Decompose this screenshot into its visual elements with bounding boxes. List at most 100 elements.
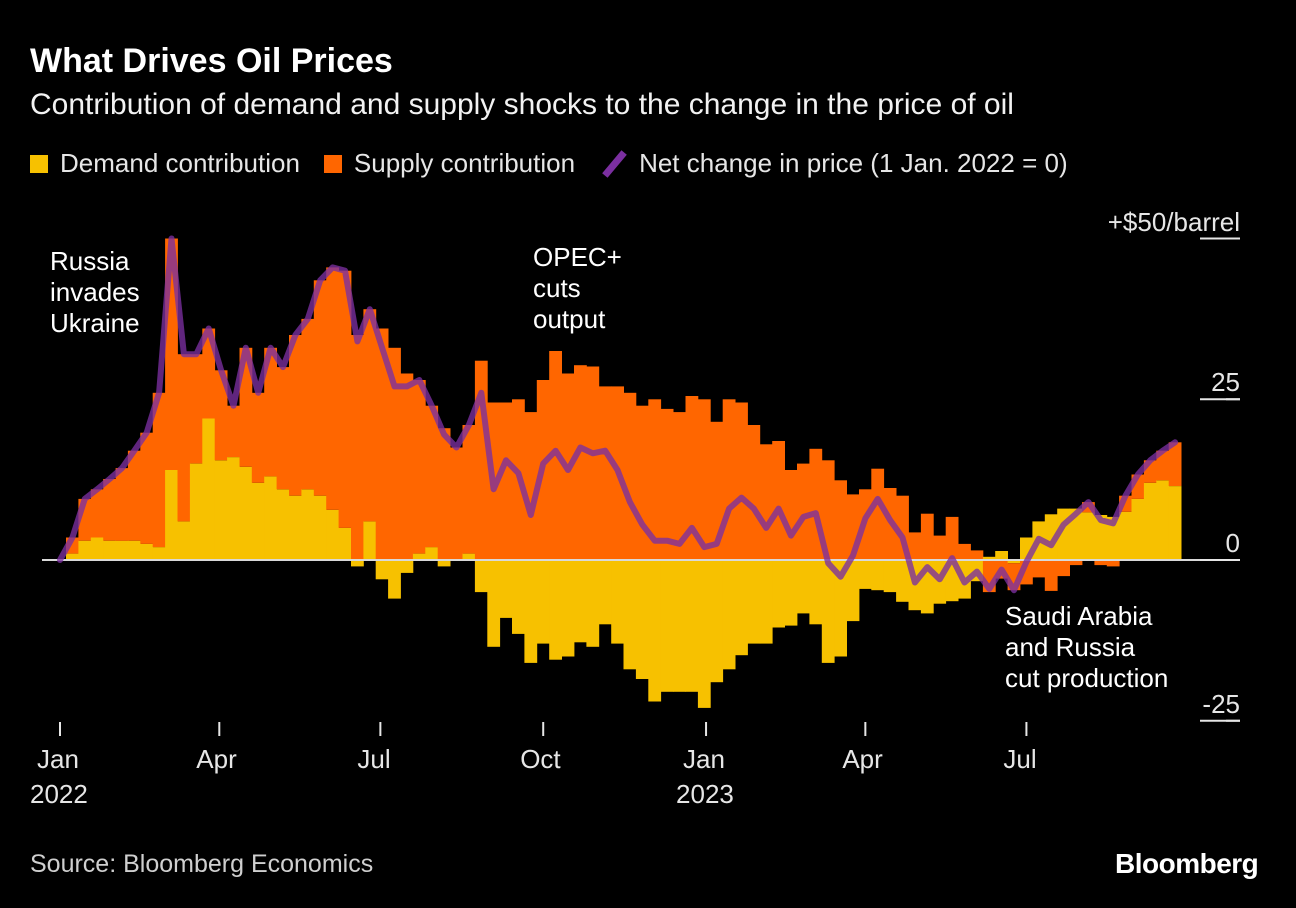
demand-bar [363,521,377,560]
x-tick-label: Jan [683,744,725,774]
supply-bar [1106,560,1120,567]
demand-bar [462,553,476,560]
demand-bar [834,560,847,657]
demand-bar [784,560,798,626]
demand-bar [78,540,92,560]
annotation: OPEC+ cuts output [533,242,622,334]
demand-bar [772,560,785,628]
net-price-line [57,235,1179,594]
supply-bar [1069,560,1083,566]
demand-bar [1143,482,1157,560]
supply-bar [140,432,154,544]
y-tick-label: 25 [1211,367,1240,398]
demand-bar [251,482,265,560]
supply-bar [425,405,439,548]
demand-bar [177,521,191,560]
demand-bar [1069,508,1083,560]
supply-bar [115,468,129,541]
supply-bar [821,460,835,560]
supply-bar [400,373,414,560]
supply-bar [276,367,290,490]
demand-bar [623,560,637,670]
demand-bar [896,560,909,602]
supply-bar [90,489,104,538]
demand-bar [660,560,674,692]
demand-bar [326,509,339,560]
demand-bar [524,560,538,663]
demand-bar [127,540,141,560]
x-tick-label: Jul [1003,744,1037,774]
demand-bar [351,560,364,567]
supply-bar [623,392,637,560]
demand-bar [846,560,860,622]
demand-bar [747,560,761,644]
demand-bar [313,495,327,560]
supply-bar [920,513,934,560]
demand-bar [66,553,79,560]
supply-bar [958,543,971,560]
supply-bar [635,405,649,560]
supply-bar [1094,560,1108,566]
x-tick-year: 2022 [30,779,88,809]
legend-item-supply: Supply contribution [323,148,575,179]
demand-bar [1094,515,1108,560]
demand-bar [821,560,835,663]
supply-bar [189,354,203,464]
supply-bar [326,267,339,510]
supply-bar [722,399,736,561]
supply-bar [388,347,401,560]
demand-bar [697,560,711,708]
demand-bar [611,560,624,644]
supply-bar [735,402,748,560]
supply-bar [462,425,476,554]
supply-bar [227,405,240,458]
supply-bar [1032,560,1046,578]
supply-bar [264,347,277,477]
supply-bar [177,354,191,522]
demand-bar [735,560,748,656]
supply-bar [363,309,377,522]
demand-bar [412,553,426,560]
demand-bar [1168,486,1182,560]
demand-bar [995,551,1008,560]
chart-subtitle: Contribution of demand and supply shocks… [30,88,1014,121]
demand-bar [982,556,996,560]
demand-bar [264,476,277,560]
supply-bar [834,480,847,560]
demand-bar [400,560,414,573]
supply-bar [574,365,587,560]
legend-item-net: Net change in price (1 Jan. 2022 = 0) [599,148,1068,179]
supply-bar [351,335,364,560]
supply-bar [301,318,315,490]
demand-bar [276,489,290,560]
demand-swatch-icon [30,154,48,173]
demand-bar [115,540,129,560]
demand-bar [536,560,550,644]
supply-bar [1168,442,1182,486]
supply-bar [673,412,686,560]
legend-label-demand: Demand contribution [60,148,300,178]
demand-bar [437,560,451,567]
y-tick-label: 0 [1225,528,1240,558]
supply-bar [437,428,451,560]
annotation: Saudi Arabia and Russia cut production [1005,601,1169,693]
demand-bar [1119,511,1132,560]
demand-bar [90,537,104,560]
legend: Demand contribution Supply contribution … [30,148,1092,179]
supply-bar [697,399,711,561]
x-tick-label: Apr [842,744,883,774]
demand-bar [289,495,302,560]
supply-bar [908,532,922,560]
demand-bar [375,560,389,580]
supply-bar [933,535,947,560]
supply-bar [772,441,785,560]
source-note: Source: Bloomberg Economics [30,850,374,878]
supply-bar [1156,450,1170,481]
legend-label-net: Net change in price (1 Jan. 2022 = 0) [639,148,1068,178]
supply-bar [412,380,426,554]
demand-bar [1131,498,1145,560]
demand-bar [1007,560,1021,564]
demand-bar [635,560,649,679]
x-tick-label: Jan [37,744,79,774]
